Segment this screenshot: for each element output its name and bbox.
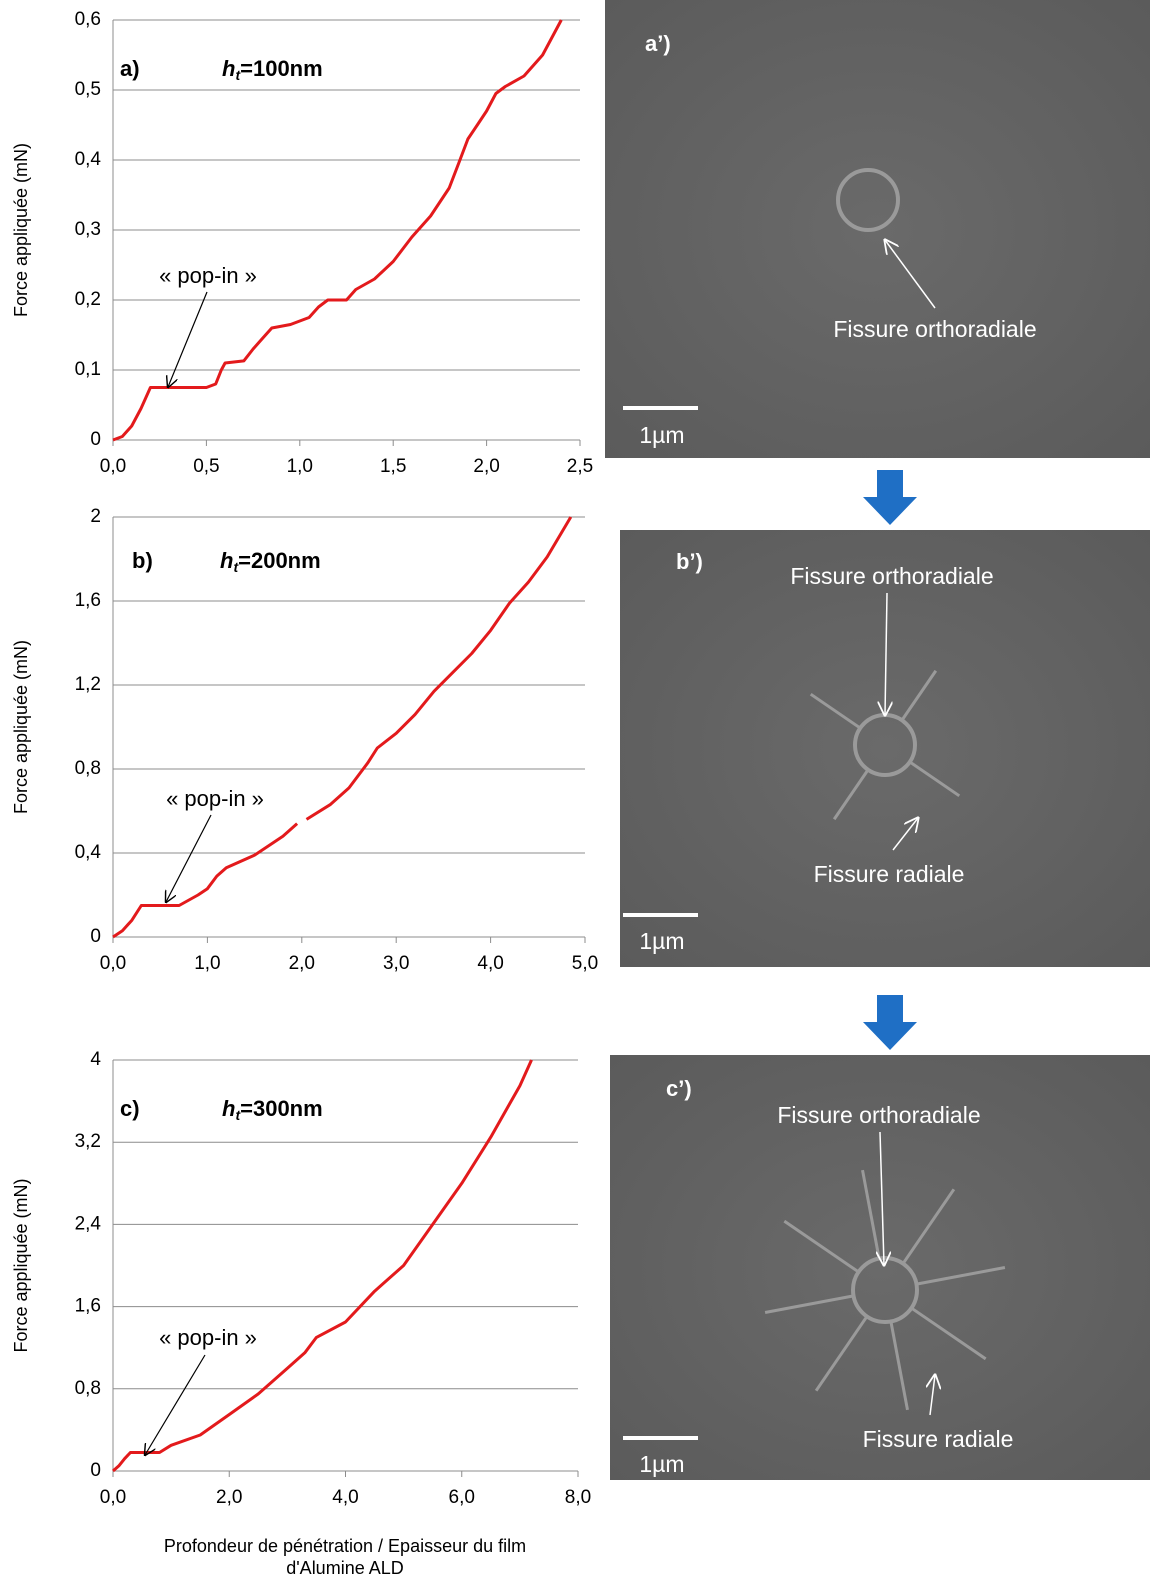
annotation: « pop-in » [159, 1325, 257, 1350]
crack [901, 1188, 956, 1265]
y-tick-label: 0 [90, 926, 101, 947]
image-annotation: Fissure orthoradiale [833, 316, 1036, 342]
condition-value: =300nm [240, 1096, 323, 1121]
crack [783, 1219, 860, 1274]
condition-label: ht=300nm [222, 1096, 323, 1123]
panel-label: b) [132, 548, 153, 573]
y-axis-label: Force appliquée (mN) [11, 1178, 31, 1352]
y-tick-label: 0,8 [75, 758, 101, 779]
y-tick-label: 0,6 [75, 9, 101, 30]
data-line [112, 19, 563, 442]
crack [809, 692, 862, 730]
flow-arrow [863, 470, 917, 525]
y-tick-label: 3,2 [75, 1131, 101, 1152]
condition-value: =200nm [238, 548, 321, 573]
y-axis-label: Force appliquée (mN) [11, 640, 31, 814]
x-tick-label: 2,0 [473, 456, 499, 477]
panel-label: a) [120, 56, 140, 81]
annotation-arrow [168, 291, 208, 387]
crack [832, 768, 870, 821]
y-tick-label: 1,2 [75, 674, 101, 695]
x-tick-label: 2,0 [289, 953, 315, 974]
y-tick-label: 0,8 [75, 1378, 101, 1399]
y-tick-label: 1,6 [75, 590, 101, 611]
x-tick-label: 5,0 [572, 953, 598, 974]
x-tick-label: 2,0 [216, 1487, 242, 1508]
x-tick-label: 3,0 [383, 953, 409, 974]
annotation-arrow [885, 592, 887, 715]
y-tick-label: 0 [90, 429, 101, 450]
y-tick-label: 0,4 [75, 149, 102, 170]
x-tick-label: 0,0 [100, 1487, 126, 1508]
y-tick-label: 0 [90, 1460, 101, 1481]
annotation-arrow [930, 1375, 935, 1416]
data-line [112, 1059, 533, 1473]
x-tick-label: 0,0 [100, 953, 126, 974]
y-tick-label: 4 [90, 1049, 101, 1070]
crack [900, 669, 938, 722]
x-tick-label: 1,0 [194, 953, 220, 974]
crack [764, 1294, 854, 1314]
annotation-arrow [892, 818, 918, 851]
image-annotation: Fissure radiale [863, 1426, 1014, 1452]
crack [861, 1169, 881, 1259]
condition-label: ht=100nm [222, 56, 323, 83]
y-tick-label: 0,5 [75, 79, 101, 100]
scale-bar-label: 1µm [639, 928, 684, 954]
x-tick-label: 4,0 [332, 1487, 358, 1508]
condition-subscript: t [235, 67, 241, 83]
annotation-arrow [145, 1354, 206, 1455]
x-tick-label: 0,5 [193, 456, 219, 477]
annotation-arrow [885, 240, 936, 309]
image-annotation: Fissure orthoradiale [777, 1102, 980, 1128]
image-annotation: Fissure radiale [814, 861, 965, 887]
condition-symbol: h [220, 548, 233, 573]
crack [814, 1315, 869, 1392]
y-tick-label: 0,3 [75, 219, 101, 240]
x-tick-label: 0,0 [100, 456, 126, 477]
y-axis-label: Force appliquée (mN) [11, 143, 31, 317]
x-axis-label: Profondeur de pénétration / Epaisseur du… [164, 1536, 526, 1556]
condition-subscript: t [235, 1107, 241, 1123]
condition-subscript: t [233, 559, 239, 575]
condition-value: =100nm [240, 56, 323, 81]
annotation-arrow [880, 1131, 884, 1265]
annotation: « pop-in » [159, 263, 257, 288]
flow-arrow [863, 995, 917, 1050]
scale-bar-label: 1µm [639, 422, 684, 448]
condition-label: ht=200nm [220, 548, 321, 575]
y-tick-label: 1,6 [75, 1296, 101, 1317]
data-line [112, 516, 573, 939]
x-axis-label: d'Alumine ALD [286, 1558, 404, 1575]
y-tick-label: 2 [90, 506, 101, 527]
annotation: « pop-in » [166, 786, 264, 811]
condition-symbol: h [222, 1096, 235, 1121]
x-tick-label: 8,0 [565, 1487, 591, 1508]
crack [916, 1266, 1006, 1286]
y-tick-label: 2,4 [75, 1213, 102, 1234]
crack [908, 760, 961, 798]
annotation-arrow [166, 814, 212, 902]
indent [836, 168, 900, 232]
panel-label: c) [120, 1096, 140, 1121]
x-tick-label: 1,0 [287, 456, 313, 477]
crack [889, 1321, 909, 1411]
sem-image [610, 1055, 1150, 1480]
image-label: b’) [676, 549, 703, 574]
y-tick-label: 0,2 [75, 289, 101, 310]
sem-image [620, 530, 1150, 967]
condition-symbol: h [222, 56, 235, 81]
x-tick-label: 1,5 [380, 456, 406, 477]
image-label: c’) [666, 1076, 692, 1101]
crack [910, 1306, 987, 1361]
image-annotation: Fissure orthoradiale [790, 563, 993, 589]
scale-bar-label: 1µm [639, 1451, 684, 1477]
x-tick-label: 6,0 [449, 1487, 475, 1508]
image-label: a’) [645, 31, 671, 56]
x-tick-label: 4,0 [477, 953, 503, 974]
x-tick-label: 2,5 [567, 456, 593, 477]
y-tick-label: 0,4 [75, 842, 102, 863]
y-tick-label: 0,1 [75, 359, 101, 380]
